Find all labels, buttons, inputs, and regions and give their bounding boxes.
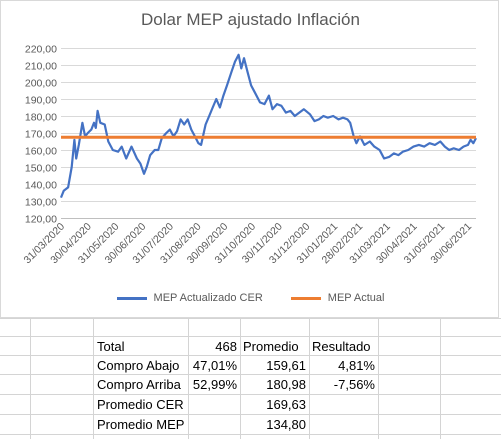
- x-axis: 31/03/202030/04/202031/05/202030/06/2020…: [21, 221, 474, 267]
- cell-compro-abajo-label[interactable]: Compro Abajo: [97, 358, 180, 373]
- legend-label-mep: MEP Actual: [327, 292, 385, 304]
- cell-compro-abajo-pct[interactable]: 47,01%: [192, 358, 237, 373]
- y-tick-label: 120,00: [25, 214, 57, 226]
- y-tick-label: 160,00: [25, 146, 57, 158]
- gridlines: [61, 48, 476, 219]
- cell-compro-abajo-promedio[interactable]: 159,61: [266, 358, 306, 373]
- y-tick-label: 210,00: [25, 61, 57, 73]
- cell-promedio-header[interactable]: Promedio: [243, 339, 299, 354]
- chart-title: Dolar MEP ajustado Inflación: [141, 10, 360, 29]
- y-tick-label: 140,00: [25, 180, 57, 192]
- legend-swatch-mep: [290, 296, 321, 300]
- cell-promedio-cer-value[interactable]: 169,63: [266, 397, 306, 412]
- legend-item-cer: MEP Actualizado CER: [116, 292, 263, 304]
- cell-compro-abajo-resultado[interactable]: 4,81%: [338, 358, 375, 373]
- y-tick-label: 220,00: [25, 44, 57, 56]
- cell-promedio-cer-label[interactable]: Promedio CER: [97, 397, 184, 412]
- legend-item-mep: MEP Actual: [290, 292, 385, 304]
- chart[interactable]: 120,00 130,00 140,00 150,00 160,00 170,00 180,…: [0, 0, 499, 318]
- cell-compro-arriba-promedio[interactable]: 180,98: [266, 377, 306, 392]
- cell-resultado-header[interactable]: Resultado: [312, 339, 371, 354]
- legend-label-cer: MEP Actualizado CER: [153, 292, 263, 304]
- legend-swatch-cer: [116, 296, 147, 300]
- cell-promedio-mep-label[interactable]: Promedio MEP: [97, 417, 185, 432]
- cell-compro-arriba-resultado[interactable]: -7,56%: [333, 377, 375, 392]
- y-tick-label: 150,00: [25, 163, 57, 175]
- cell-compro-arriba-pct[interactable]: 52,99%: [192, 377, 237, 392]
- cell-promedio-mep-value[interactable]: 134,80: [266, 417, 306, 432]
- series-line-mep-actualizado-cer[interactable]: [59, 53, 477, 199]
- series-layer: [59, 53, 477, 199]
- legend: MEP Actualizado CER MEP Actual: [1, 289, 500, 307]
- y-tick-label: 190,00: [25, 95, 57, 107]
- cell-total-label[interactable]: Total: [97, 339, 125, 354]
- y-tick-label: 180,00: [25, 112, 57, 124]
- y-tick-label: 200,00: [25, 78, 57, 90]
- cell-total-count[interactable]: 468: [215, 339, 237, 354]
- y-tick-label: 130,00: [25, 197, 57, 209]
- y-axis: 120,00 130,00 140,00 150,00 160,00 170,00 180,…: [25, 44, 57, 226]
- y-tick-label: 170,00: [25, 129, 57, 141]
- cell-compro-arriba-label[interactable]: Compro Arriba: [97, 377, 181, 392]
- chart-plot: 120,00 130,00 140,00 150,00 160,00 170,00 180,…: [21, 44, 477, 267]
